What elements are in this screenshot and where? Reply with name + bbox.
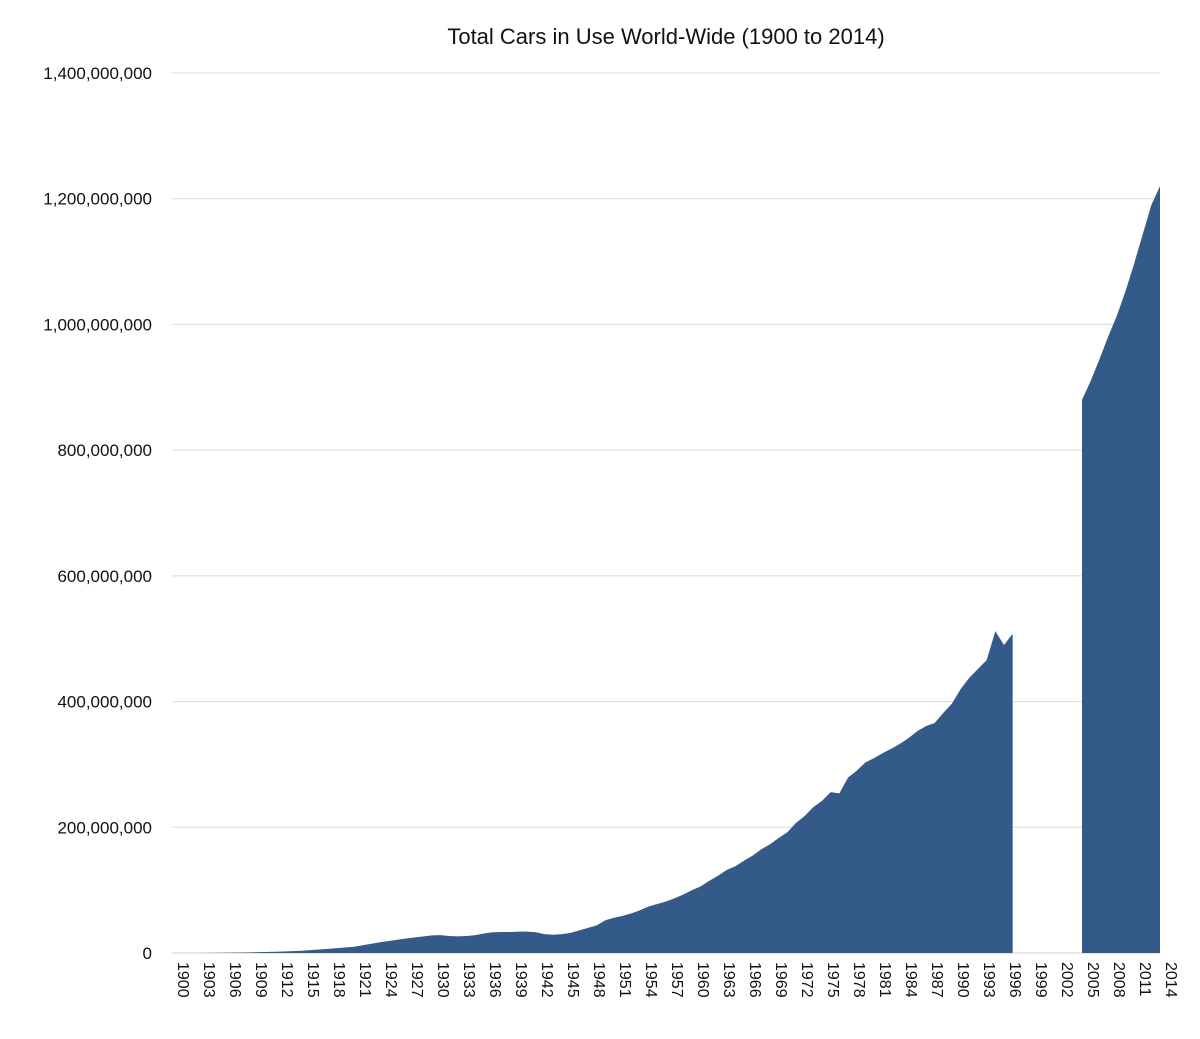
x-tick-label: 1939 [512, 962, 529, 998]
x-tick-label: 1927 [408, 962, 425, 998]
x-tick-label: 1978 [850, 962, 867, 998]
y-tick-label: 400,000,000 [57, 693, 152, 712]
x-tick-label: 1960 [694, 962, 711, 998]
x-tick-label: 1909 [252, 962, 269, 998]
x-tick-label: 1936 [486, 962, 503, 998]
x-tick-label: 1900 [174, 962, 191, 998]
x-tick-label: 1942 [538, 962, 555, 998]
x-tick-label: 1948 [590, 962, 607, 998]
x-tick-label: 1990 [954, 962, 971, 998]
x-tick-label: 1963 [720, 962, 737, 998]
y-tick-label: 0 [143, 944, 152, 963]
x-tick-label: 1969 [772, 962, 789, 998]
x-tick-label: 1966 [746, 962, 763, 998]
x-tick-label: 1984 [902, 962, 919, 998]
area-series [172, 186, 1160, 953]
x-tick-label: 1915 [304, 962, 321, 998]
y-axis-tick-labels: 0 200,000,000 400,000,000 600,000,000 800,00… [43, 64, 152, 963]
y-tick-label: 1,400,000,000 [43, 64, 152, 83]
y-tick-label: 800,000,000 [57, 441, 152, 460]
chart-title: Total Cars in Use World-Wide (1900 to 20… [447, 24, 884, 49]
x-tick-label: 1981 [876, 962, 893, 998]
x-tick-label: 2005 [1084, 962, 1101, 998]
x-tick-label: 2014 [1162, 962, 1179, 998]
x-tick-label: 1918 [330, 962, 347, 998]
x-tick-label: 1924 [382, 962, 399, 998]
x-tick-label: 1933 [460, 962, 477, 998]
x-tick-label: 1987 [928, 962, 945, 998]
x-tick-label: 2002 [1058, 962, 1075, 998]
x-tick-label: 1996 [1006, 962, 1023, 998]
y-tick-label: 1,200,000,000 [43, 190, 152, 209]
y-tick-label: 1,000,000,000 [43, 315, 152, 334]
x-tick-label: 2011 [1136, 962, 1153, 997]
x-tick-label: 1930 [434, 962, 451, 998]
area-segment-1 [172, 631, 1013, 953]
x-tick-label: 1954 [642, 962, 659, 998]
x-tick-label: 1975 [824, 962, 841, 998]
x-tick-label: 1945 [564, 962, 581, 998]
y-tick-label: 200,000,000 [57, 818, 152, 837]
x-tick-label: 1972 [798, 962, 815, 998]
x-tick-label: 1912 [278, 962, 295, 998]
x-tick-label: 1957 [668, 962, 685, 998]
x-tick-label: 1906 [226, 962, 243, 998]
x-tick-label: 2008 [1110, 962, 1127, 998]
gridlines [172, 72, 1160, 954]
x-tick-label: 1921 [356, 962, 373, 998]
x-tick-label: 1951 [616, 962, 633, 998]
x-tick-label: 1999 [1032, 962, 1049, 998]
y-tick-label: 600,000,000 [57, 567, 152, 586]
x-tick-label: 1903 [200, 962, 217, 998]
x-tick-label: 1993 [980, 962, 997, 998]
area-segment-2 [1082, 186, 1160, 953]
x-axis-tick-labels: 1900 1903 1906 1909 1912 1915 1918 1921 1924 1927… [174, 962, 1179, 998]
